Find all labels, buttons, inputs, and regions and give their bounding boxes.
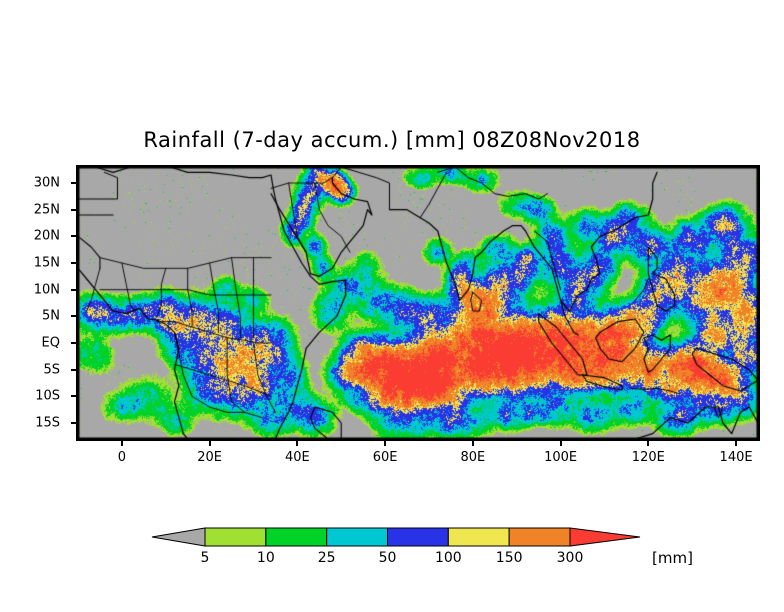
y-tick-label-10s: 10S (35, 388, 60, 404)
page-title: Rainfall (7-day accum.) [mm] 08Z08Nov201… (143, 128, 641, 152)
y-tick-mark (71, 315, 76, 318)
y-tick-mark (71, 422, 76, 424)
y-tick-mark (71, 342, 76, 344)
y-tick-mark (71, 368, 76, 371)
y-tick-label-15n: 15N (33, 255, 60, 271)
x-tick-mark (208, 441, 211, 446)
y-tick-mark (71, 262, 76, 264)
y-tick-label-20n: 20N (33, 228, 60, 244)
y-tick-label-5n: 5N (42, 308, 60, 324)
x-tick-mark (296, 441, 299, 446)
x-tick-label-60e: 60E (372, 450, 398, 465)
y-tick-label-25n: 25N (33, 202, 60, 218)
x-tick-mark (384, 441, 387, 446)
x-tick-label-120e: 120E (631, 450, 665, 465)
x-tick-mark (120, 441, 123, 446)
y-tick-mark (71, 235, 76, 238)
x-tick-label-140e: 140E (719, 450, 753, 465)
x-tick-label-100e: 100E (544, 450, 578, 465)
x-tick-mark (735, 441, 738, 446)
x-tick-label-40e: 40E (284, 450, 310, 465)
y-tick-label-15s: 15S (35, 415, 60, 431)
rainfall-heatmap-canvas (78, 167, 758, 439)
y-axis-labels: 30N 25N 20N 15N 10N 5N EQ 5S 10S 15S (0, 0, 76, 612)
x-tick-label-80e: 80E (460, 450, 486, 465)
y-tick-mark (71, 208, 76, 211)
x-tick-mark (647, 441, 650, 446)
x-tick-mark (559, 441, 562, 446)
y-tick-label-5s: 5S (43, 362, 60, 378)
x-tick-mark (471, 441, 474, 446)
y-tick-mark (71, 182, 76, 184)
x-tick-label-20e: 20E (197, 450, 222, 465)
y-tick-label-30n: 30N (33, 175, 60, 191)
y-tick-label-10n: 10N (33, 282, 60, 298)
y-tick-mark (71, 395, 76, 398)
map-plot-area[interactable] (76, 165, 760, 441)
y-tick-mark (71, 288, 76, 291)
y-tick-label-eq: EQ (41, 335, 60, 351)
x-tick-label-0: 0 (117, 450, 126, 465)
